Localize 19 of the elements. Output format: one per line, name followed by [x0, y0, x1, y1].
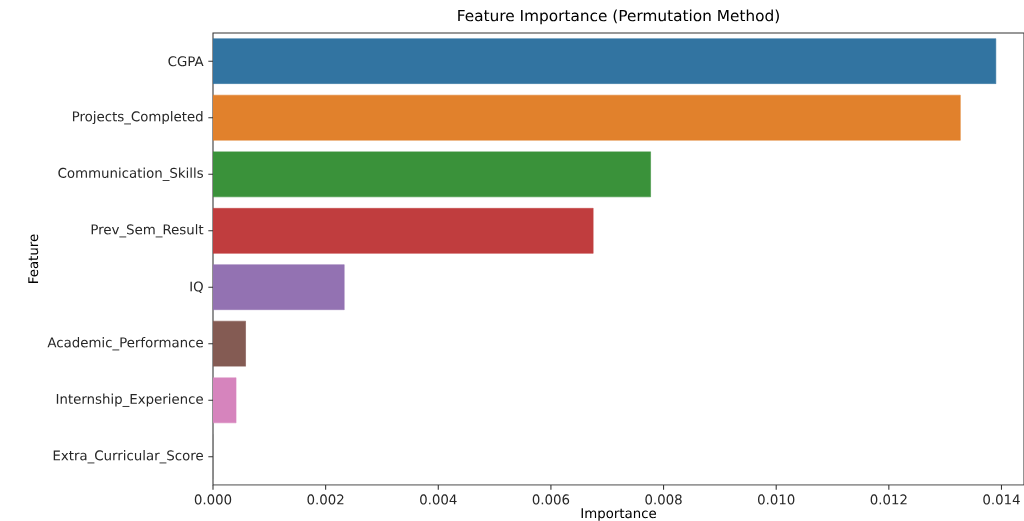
x-axis-title: Importance — [581, 508, 657, 521]
y-tick-label: Internship_Experience — [56, 393, 203, 407]
x-tick-label: 0.008 — [645, 494, 682, 505]
x-tick-label: 0.002 — [307, 494, 344, 505]
x-tick-label: 0.014 — [983, 494, 1020, 505]
y-tick-label: Communication_Skills — [58, 167, 203, 181]
y-tick-label: Academic_Performance — [47, 337, 203, 351]
chart-title: Feature Importance (Permutation Method) — [458, 9, 779, 25]
y-axis-title: Feature — [28, 234, 39, 283]
x-tick-label: 0.006 — [532, 494, 570, 505]
y-tick-label: Prev_Sem_Result — [91, 224, 204, 238]
y-tick-label: Extra_Curricular_Score — [53, 450, 203, 464]
x-tick-label: 0.010 — [757, 494, 795, 505]
x-tick-label: 0.004 — [420, 494, 457, 505]
y-tick-label: CGPA — [168, 56, 204, 67]
x-tick-label: 0.012 — [870, 494, 907, 505]
y-tick-label: IQ — [190, 281, 203, 294]
x-tick-label: 0.000 — [194, 494, 232, 505]
y-tick-label: Projects_Completed — [72, 111, 203, 125]
